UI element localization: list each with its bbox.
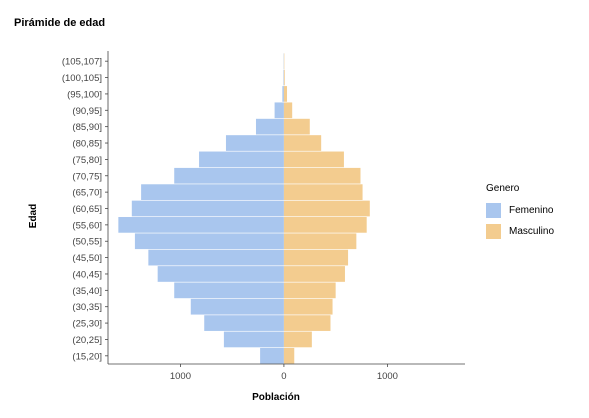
bar-femenino-0 [260, 347, 284, 364]
bar-femenino-3 [190, 298, 284, 315]
y-tick-label: (20,25] [72, 335, 102, 346]
bar-femenino-4 [174, 282, 284, 299]
bar-femenino-8 [118, 217, 284, 233]
legend-swatch-femenino [486, 203, 501, 218]
bar-femenino-13 [225, 135, 284, 151]
y-tick-label: (15,20] [72, 351, 102, 362]
y-tick-label: (80,85] [72, 139, 102, 150]
y-axis-label: Edad [28, 204, 39, 228]
chart-title: Pirámide de edad [14, 17, 106, 29]
bar-femenino-7 [134, 233, 284, 250]
bar-femenino-15 [274, 102, 284, 119]
y-tick-label: (40,45] [72, 269, 102, 280]
bar-masculino-13 [283, 135, 322, 151]
bar-femenino-16 [282, 86, 284, 102]
bar-masculino-4 [283, 282, 336, 299]
bar-masculino-14 [283, 118, 310, 135]
bar-femenino-2 [204, 315, 284, 331]
y-axis-ticks: (15,20] (20,25] (25,30] (30,35] (35,40] (40,4… [62, 57, 108, 362]
y-tick-label: (65,70] [72, 188, 102, 199]
y-tick-label: (70,75] [72, 171, 102, 182]
y-tick-label: (50,55] [72, 237, 102, 248]
bar-femenino-10 [141, 184, 284, 200]
bar-femenino-14 [255, 118, 284, 135]
bar-masculino-1 [283, 331, 312, 348]
legend: Genero Femenino Masculino [486, 183, 554, 242]
bar-masculino-17 [283, 69, 285, 86]
bar-femenino-5 [157, 266, 284, 282]
legend-title: Genero [486, 183, 520, 194]
y-tick-label: (45,50] [72, 253, 102, 264]
y-tick-label: (90,95] [72, 106, 102, 117]
x-tick-label: 1000 [170, 371, 191, 382]
y-tick-label: (60,65] [72, 204, 102, 215]
y-tick-label: (100,105] [62, 73, 102, 84]
bar-masculino-6 [283, 249, 349, 266]
bar-masculino-9 [283, 200, 370, 217]
bar-masculino-8 [283, 217, 367, 233]
bar-masculino-11 [283, 167, 361, 184]
x-tick-label: 0 [281, 371, 286, 382]
legend-label-masculino: Masculino [509, 226, 555, 237]
legend-item-masculino: Masculino [486, 221, 554, 242]
bar-femenino-17 [283, 69, 284, 86]
y-tick-label: (95,100] [67, 89, 102, 100]
y-tick-label: (75,80] [72, 155, 102, 166]
bar-masculino-16 [283, 86, 288, 102]
y-tick-label: (55,60] [72, 220, 102, 231]
bar-masculino-5 [283, 266, 345, 282]
bars-layer [118, 53, 370, 364]
y-tick-label: (105,107] [62, 57, 102, 68]
bar-femenino-6 [148, 249, 284, 266]
bar-femenino-1 [223, 331, 284, 348]
y-tick-label: (30,35] [72, 302, 102, 313]
bar-masculino-15 [283, 102, 293, 119]
y-tick-label: (85,90] [72, 122, 102, 133]
bar-masculino-7 [283, 233, 357, 250]
y-tick-label: (25,30] [72, 319, 102, 330]
legend-swatch-masculino [486, 224, 501, 239]
bar-femenino-9 [131, 200, 284, 217]
bar-masculino-10 [283, 184, 363, 200]
bar-femenino-12 [199, 151, 284, 168]
bar-masculino-3 [283, 298, 333, 315]
bar-masculino-0 [283, 347, 295, 364]
x-axis-ticks: 1000 0 1000 [170, 364, 398, 382]
x-tick-label: 1000 [377, 371, 398, 382]
bar-masculino-2 [283, 315, 331, 331]
legend-label-femenino: Femenino [509, 205, 554, 216]
x-axis-label: Población [252, 392, 300, 403]
bar-masculino-12 [283, 151, 344, 168]
legend-item-femenino: Femenino [486, 200, 554, 221]
bar-femenino-11 [174, 167, 284, 184]
y-tick-label: (35,40] [72, 286, 102, 297]
